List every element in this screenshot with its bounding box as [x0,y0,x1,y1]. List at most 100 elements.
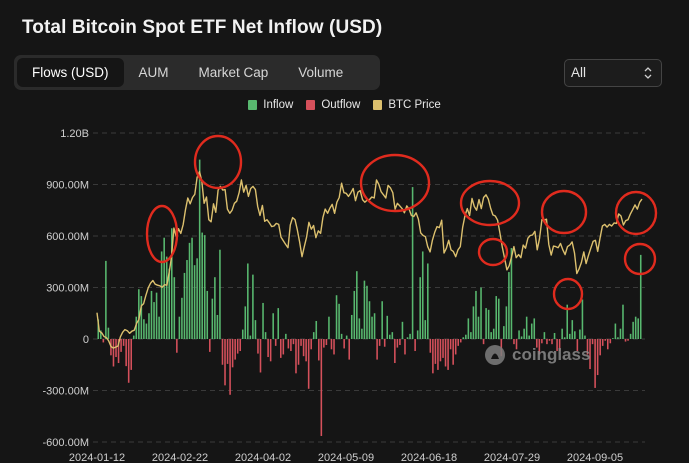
inflow-bar [97,319,100,339]
outflow-bar [536,339,538,348]
outflow-bar [515,339,518,350]
outflow-bar [269,339,272,362]
inflow-bar [340,333,343,339]
tab-volume[interactable]: Volume [298,65,344,80]
inflow-bar [254,320,257,339]
outflow-bar [627,339,629,341]
x-axis-ticks: 2024-01-12 2024-02-22 2024-04-02 2024-05-09… [69,452,623,463]
inflow-bar [338,303,340,339]
inflow-bar [262,302,264,339]
inflow-bar [477,316,480,339]
y-tick-label: 300.00M [46,283,89,295]
inflow-bar [358,318,361,339]
outflow-bar [234,339,236,360]
tab-market-cap[interactable]: Market Cap [198,65,269,80]
legend-item-outflow[interactable]: Outflow [306,99,360,111]
legend-swatch-outflow [306,100,316,110]
inflow-bar [470,332,472,339]
inflow-bar [520,336,523,339]
inflow-bar [637,318,639,339]
inflow-bar [312,332,315,339]
inflow-bar [510,248,513,339]
inflow-bar [561,328,563,339]
inflow-bar [574,331,576,339]
outflow-bar [546,339,548,345]
coinglass-watermark: coinglass [484,344,590,366]
inflow-bar [211,298,214,339]
outflow-bar [279,339,282,358]
flow-bars [97,159,642,436]
inflow-bar [543,332,546,339]
chart-title: Total Bitcoin Spot ETF Net Inflow (USD) [22,17,383,38]
outflow-bar [221,339,224,365]
outflow-bar [333,339,335,355]
outflow-bar [307,339,310,389]
inflow-bar [371,316,373,339]
outflow-bar [538,339,541,355]
outflow-bar [239,339,242,352]
outflow-bar [348,339,351,360]
outflow-bar [604,339,607,341]
inflow-bar [335,295,338,339]
inflow-bar [368,301,371,339]
tab-aum[interactable]: AUM [138,65,169,80]
inflow-bar [107,327,110,339]
grid-lines [93,132,645,443]
inflow-bar [249,335,252,339]
inflow-bar [614,323,617,339]
x-tick-label: 2024-06-18 [401,452,457,463]
outflow-bar [330,339,333,350]
inflow-bar [181,297,183,339]
annotation-circle-peak-late-feb [193,134,243,190]
inflow-bar [487,309,490,339]
y-tick-label: -600.00M [43,437,89,449]
outflow-bar [130,339,133,370]
outflow-bar [122,339,125,346]
inflow-bar [196,258,198,339]
legend-swatch-inflow [248,100,258,110]
outflow-bar [449,339,452,350]
inflow-bar [158,316,160,339]
inflow-bar [490,332,492,339]
inflow-bar [188,242,191,339]
outflow-bar [292,339,295,345]
outflow-bar [236,339,239,354]
inflow-bar [563,337,566,339]
inflow-bar [216,314,219,339]
inflow-bar [505,306,508,339]
inflow-bar [160,251,163,339]
outflow-bar [231,339,234,368]
inflow-bar [533,318,536,339]
inflow-bar [553,332,556,339]
outflow-bar [442,339,444,358]
outflow-bar [224,339,226,386]
chart-legend: Inflow Outflow BTC Price [0,99,689,111]
inflow-bar [350,314,353,339]
outflow-bar [437,339,439,370]
outflow-bar [282,339,285,355]
inflow-bar [264,332,267,339]
outflow-bar [556,339,558,352]
legend-item-btc-price[interactable]: BTC Price [373,99,441,111]
outflow-bar [399,339,401,346]
outflow-bar [452,339,454,365]
inflow-bar [617,337,619,339]
tab-flows[interactable]: Flows (USD) [17,58,124,87]
outflow-bar [404,339,406,355]
inflow-bar [198,159,201,339]
range-select[interactable]: All [564,59,662,87]
inflow-bar [381,301,383,339]
inflow-bar [361,328,363,339]
outflow-bar [102,339,105,343]
outflow-bar [447,339,449,370]
outflow-bar [302,339,305,357]
inflow-bar [419,277,421,339]
x-tick-label: 2024-07-29 [484,452,540,463]
outflow-bar [259,339,262,373]
inflow-bar [530,323,533,339]
inflow-bar [518,330,520,339]
inflow-bar [497,298,500,339]
legend-item-inflow[interactable]: Inflow [248,99,293,111]
y-tick-label: 900.00M [46,180,89,192]
legend-label-inflow: Inflow [263,99,294,111]
